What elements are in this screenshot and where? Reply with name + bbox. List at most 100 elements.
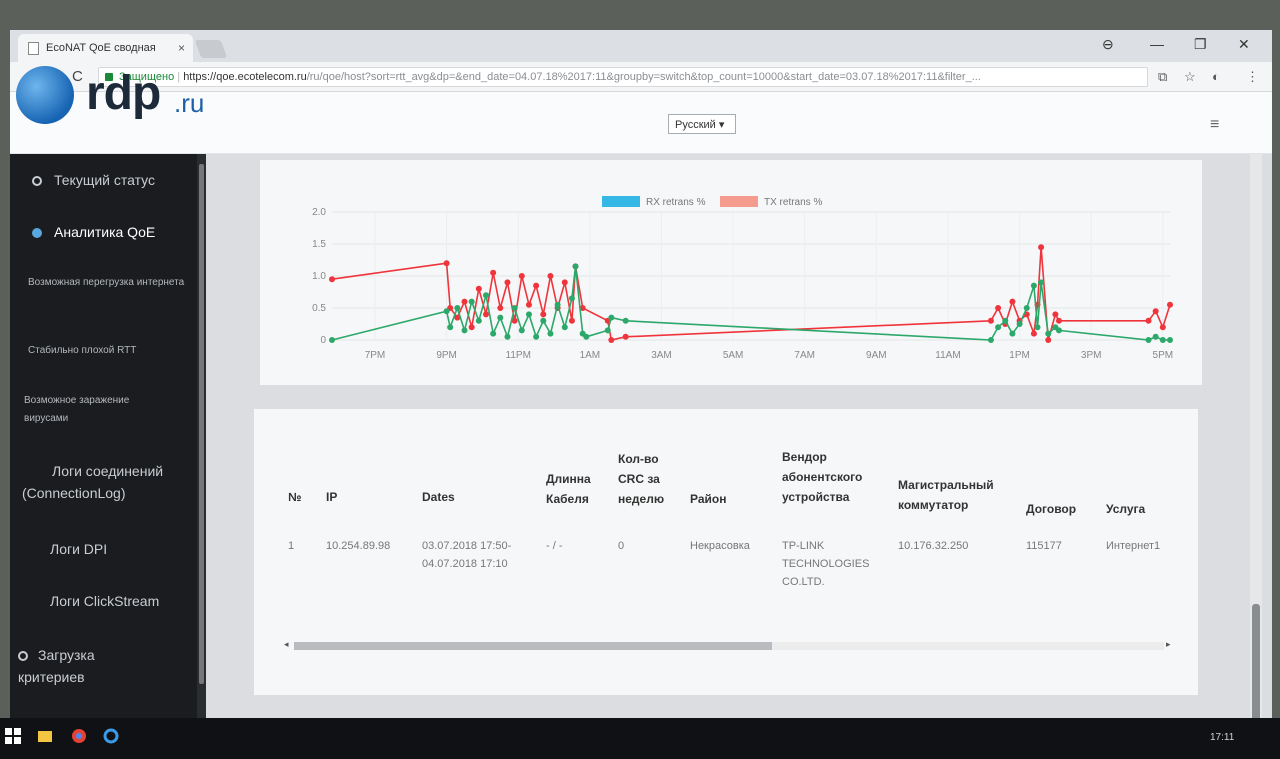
tx-series-line bbox=[331, 247, 1171, 341]
rx-series-point bbox=[1023, 305, 1030, 311]
tx-series-point bbox=[443, 260, 450, 267]
column-header[interactable]: Договор bbox=[1026, 502, 1077, 516]
browser-tab[interactable]: EcoNAT QoE сводная × bbox=[18, 34, 193, 62]
sidebar-item-virus-infection[interactable]: Возможное заражение вирусами bbox=[24, 395, 130, 424]
minimize-button[interactable]: — bbox=[1150, 36, 1164, 52]
sidebar-item-clickstream-log[interactable]: Логи ClickStream bbox=[50, 593, 160, 609]
rx-series-point bbox=[1009, 330, 1016, 337]
rx-series-point bbox=[1002, 317, 1009, 324]
rx-series-point bbox=[1045, 330, 1052, 337]
tx-series-point bbox=[1045, 337, 1052, 343]
table-cell: 10.176.32.250 bbox=[898, 540, 969, 552]
globe-icon bbox=[16, 66, 74, 124]
column-header[interactable]: Длинна Кабеля bbox=[546, 472, 591, 506]
hamburger-menu-icon[interactable]: ≡ bbox=[1210, 116, 1220, 133]
column-header[interactable]: Район bbox=[690, 492, 727, 506]
sidebar-item-current-status[interactable]: Текущий статус bbox=[32, 172, 155, 188]
column-header[interactable]: Услуга bbox=[1106, 502, 1146, 516]
column-header[interactable]: Магистральный коммутатор bbox=[898, 478, 994, 512]
account-icon[interactable]: ⊖ bbox=[1102, 36, 1114, 52]
sidebar-scroll-thumb[interactable] bbox=[199, 164, 204, 684]
rx-series-line bbox=[331, 266, 1170, 341]
bookmark-star-icon[interactable]: ☆ bbox=[1184, 69, 1196, 84]
rx-series-point bbox=[554, 301, 561, 308]
rx-series-point bbox=[329, 337, 335, 343]
windows-start-icon[interactable] bbox=[4, 728, 22, 744]
close-window-button[interactable]: ✕ bbox=[1238, 36, 1250, 52]
table-horizontal-scrollbar[interactable]: ◂ ▸ bbox=[284, 639, 1174, 651]
sidebar-item-label: Текущий статус bbox=[54, 172, 156, 188]
scroll-left-icon[interactable]: ◂ bbox=[284, 639, 289, 649]
new-tab-button[interactable] bbox=[194, 40, 228, 58]
sidebar-item-bad-rtt[interactable]: Стабильно плохой RTT bbox=[28, 345, 137, 356]
table-cell: 03.07.2018 17:50-04.07.2018 17:10 bbox=[422, 540, 512, 570]
chart-card: RX retrans % TX retrans % 0 0.5 1.0 1.5 2.0 7… bbox=[260, 160, 1202, 385]
tx-series-point bbox=[622, 333, 629, 340]
browser-menu-icon[interactable]: ⋮ bbox=[1246, 69, 1259, 84]
legend-item-rx[interactable]: RX retrans % bbox=[602, 196, 705, 208]
tx-series-point bbox=[482, 311, 489, 318]
x-tick-label: 7PM bbox=[365, 350, 386, 361]
x-tick-label: 11AM bbox=[935, 350, 960, 361]
tab-title: EcoNAT QoE сводная bbox=[46, 42, 156, 54]
address-bar[interactable]: Защищено | https://qoe.ecotelecom.ru/ru/… bbox=[98, 67, 1148, 87]
rx-series-point bbox=[1145, 337, 1152, 343]
rx-series-point bbox=[447, 324, 454, 331]
scroll-thumb[interactable] bbox=[294, 642, 772, 650]
tab-close-icon[interactable]: × bbox=[177, 41, 185, 55]
rx-series-point bbox=[568, 295, 575, 302]
tx-series-point bbox=[568, 317, 575, 324]
rx-series-point bbox=[987, 337, 994, 343]
sidebar-scrollbar[interactable] bbox=[197, 154, 206, 724]
edge-icon[interactable] bbox=[102, 728, 120, 744]
rx-series-point bbox=[995, 324, 1002, 331]
x-tick-label: 1AM bbox=[580, 350, 601, 361]
tx-series-point bbox=[608, 337, 615, 343]
column-header[interactable]: № bbox=[288, 490, 302, 504]
sidebar-item-label: Загрузка критериев bbox=[18, 647, 95, 685]
rx-series-point bbox=[475, 317, 482, 324]
tx-series-point bbox=[511, 317, 518, 324]
sidebar: Текущий статус Аналитика QoE Возможная п… bbox=[10, 154, 206, 759]
extension-icon[interactable]: ◐ bbox=[1212, 69, 1220, 84]
language-select[interactable]: Русский ▾ bbox=[668, 114, 736, 134]
x-tick-label: 7AM bbox=[794, 350, 815, 361]
sidebar-item-criteria-upload[interactable]: Загрузка критериев bbox=[18, 644, 158, 688]
page-scrollbar[interactable] bbox=[1250, 154, 1262, 754]
column-header[interactable]: Вендор абонентского устройства bbox=[782, 450, 863, 504]
table-cell: Интернет1 bbox=[1106, 540, 1161, 552]
page-scroll-thumb[interactable] bbox=[1252, 604, 1260, 754]
tx-series-point bbox=[1009, 298, 1016, 305]
rx-series-point bbox=[1016, 321, 1023, 327]
rx-series-point bbox=[1038, 279, 1045, 286]
rx-series-point bbox=[572, 263, 579, 270]
legend-swatch bbox=[602, 196, 640, 207]
x-tick-label: 11PM bbox=[506, 350, 531, 361]
sidebar-item-dpi-log[interactable]: Логи DPI bbox=[50, 541, 108, 557]
maximize-button[interactable]: ❐ bbox=[1194, 36, 1207, 52]
tx-series-point bbox=[525, 301, 532, 308]
file-explorer-icon[interactable] bbox=[36, 728, 54, 744]
scroll-right-icon[interactable]: ▸ bbox=[1166, 639, 1171, 649]
legend-item-tx[interactable]: TX retrans % bbox=[720, 196, 822, 208]
legend-label: TX retrans % bbox=[764, 197, 823, 208]
rx-series-point bbox=[482, 292, 489, 299]
translate-icon[interactable]: ⧉ bbox=[1158, 69, 1168, 84]
tx-series-point bbox=[468, 324, 475, 331]
table-cell: Некрасовка bbox=[690, 540, 750, 552]
tx-series-point bbox=[1030, 330, 1037, 337]
column-header[interactable]: Кол-во CRC за неделю bbox=[618, 452, 665, 506]
toolbar: ← → C Защищено | https://qoe.ecotelecom.… bbox=[10, 62, 1272, 92]
tray-clock[interactable]: 17:11 bbox=[1210, 732, 1235, 743]
rdp-logo: rdp .ru bbox=[14, 64, 224, 124]
sidebar-item-qoe-analytics[interactable]: Аналитика QoE bbox=[32, 224, 155, 240]
retrans-line-chart: 0 0.5 1.0 1.5 2.0 7PM 9PM 11PM 1AM 3AM 5AM 7AM 9AM 11… bbox=[312, 207, 1173, 361]
sidebar-item-connection-log[interactable]: Логи соединений (ConnectionLog) bbox=[22, 463, 164, 501]
reload-icon[interactable]: C bbox=[72, 68, 83, 85]
table-cell: 0 bbox=[618, 540, 625, 552]
sidebar-item-internet-overload[interactable]: Возможная перегрузка интернета bbox=[28, 277, 185, 288]
column-header[interactable]: IP bbox=[326, 490, 338, 504]
column-header[interactable]: Dates bbox=[422, 490, 455, 504]
tx-series-point bbox=[461, 298, 468, 305]
chrome-icon[interactable] bbox=[70, 728, 88, 744]
